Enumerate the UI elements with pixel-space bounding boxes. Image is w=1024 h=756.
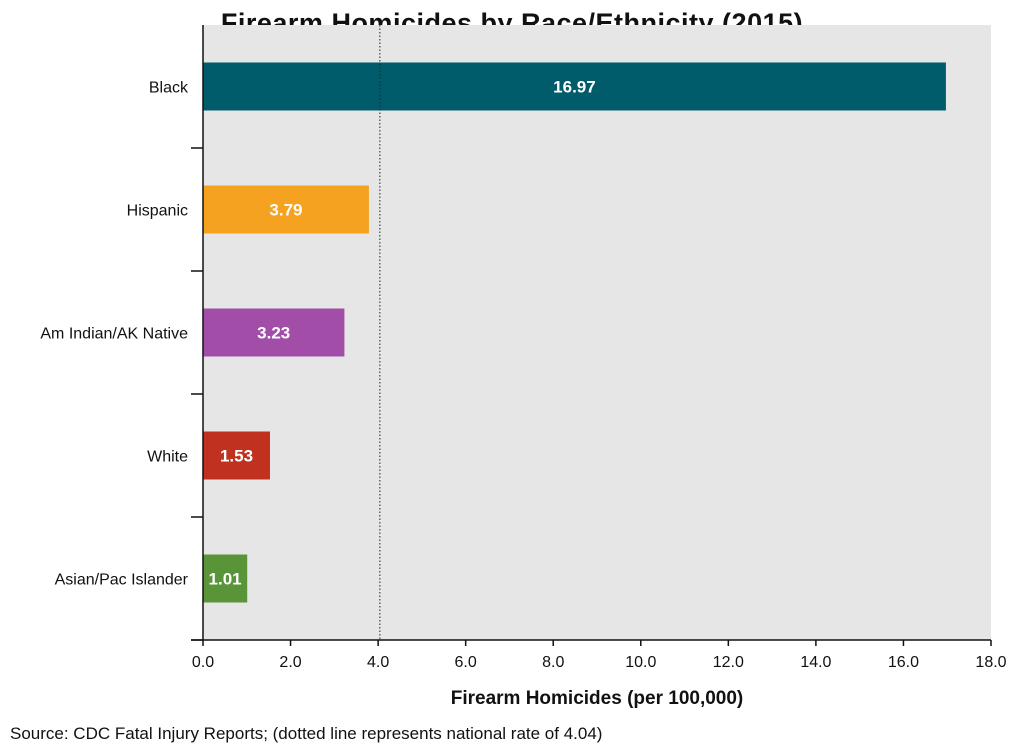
x-tick-label-1: 2.0 xyxy=(279,654,301,671)
bar-value-label-3: 1.53 xyxy=(220,447,253,466)
x-tick-label-8: 16.0 xyxy=(888,654,919,671)
x-tick-label-4: 8.0 xyxy=(542,654,564,671)
x-tick-label-9: 18.0 xyxy=(975,654,1006,671)
category-label-1: Hispanic xyxy=(127,203,188,220)
x-tick-label-2: 4.0 xyxy=(367,654,389,671)
category-label-3: White xyxy=(147,449,188,466)
category-label-4: Asian/Pac Islander xyxy=(55,572,189,589)
x-tick-label-0: 0.0 xyxy=(192,654,214,671)
bar-1 xyxy=(203,185,369,234)
x-tick-label-7: 14.0 xyxy=(800,654,831,671)
x-tick-label-3: 6.0 xyxy=(455,654,477,671)
category-label-2: Am Indian/AK Native xyxy=(40,326,188,343)
bar-value-label-1: 3.79 xyxy=(269,201,302,220)
category-label-0: Black xyxy=(149,80,189,97)
bar-4 xyxy=(203,554,248,603)
bar-value-label-0: 16.97 xyxy=(553,78,596,97)
x-tick-label-5: 10.0 xyxy=(625,654,656,671)
source-note: Source: CDC Fatal Injury Reports; (dotte… xyxy=(10,724,603,743)
x-tick-label-6: 12.0 xyxy=(713,654,744,671)
x-axis-label: Firearm Homicides (per 100,000) xyxy=(450,688,744,709)
bar-2 xyxy=(203,308,345,357)
bar-value-label-4: 1.01 xyxy=(209,570,242,589)
bar-value-label-2: 3.23 xyxy=(257,324,290,343)
bar-3 xyxy=(203,431,270,480)
bar-0 xyxy=(203,62,946,111)
